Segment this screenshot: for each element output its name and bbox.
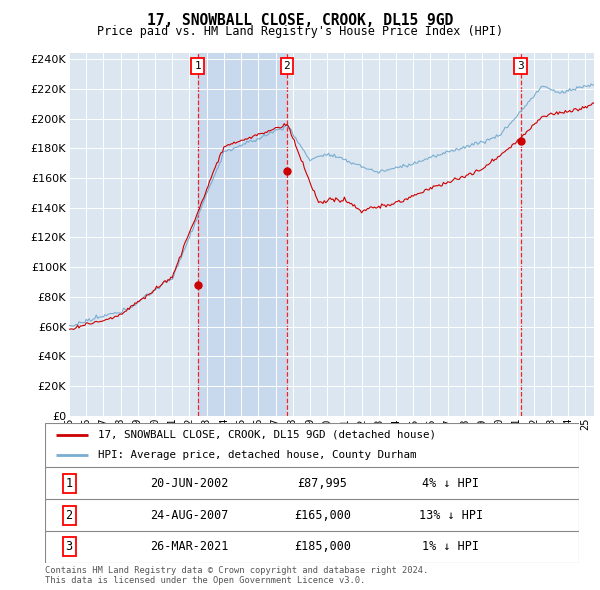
Text: 26-MAR-2021: 26-MAR-2021 (150, 540, 229, 553)
Text: 1: 1 (65, 477, 73, 490)
Text: 13% ↓ HPI: 13% ↓ HPI (419, 509, 483, 522)
Text: 2: 2 (283, 61, 290, 71)
Text: 1: 1 (194, 61, 201, 71)
Text: £185,000: £185,000 (294, 540, 351, 553)
Text: 3: 3 (65, 540, 73, 553)
Text: 4% ↓ HPI: 4% ↓ HPI (422, 477, 479, 490)
Text: Contains HM Land Registry data © Crown copyright and database right 2024.
This d: Contains HM Land Registry data © Crown c… (45, 566, 428, 585)
Bar (197, 53, 287, 416)
Text: 3: 3 (517, 61, 524, 71)
Text: 2: 2 (65, 509, 73, 522)
Text: 17, SNOWBALL CLOSE, CROOK, DL15 9GD (detached house): 17, SNOWBALL CLOSE, CROOK, DL15 9GD (det… (98, 430, 436, 440)
Text: 17, SNOWBALL CLOSE, CROOK, DL15 9GD: 17, SNOWBALL CLOSE, CROOK, DL15 9GD (147, 13, 453, 28)
Text: 24-AUG-2007: 24-AUG-2007 (150, 509, 229, 522)
Text: HPI: Average price, detached house, County Durham: HPI: Average price, detached house, Coun… (98, 450, 417, 460)
Text: 20-JUN-2002: 20-JUN-2002 (150, 477, 229, 490)
Text: Price paid vs. HM Land Registry's House Price Index (HPI): Price paid vs. HM Land Registry's House … (97, 25, 503, 38)
Text: 1% ↓ HPI: 1% ↓ HPI (422, 540, 479, 553)
Text: £87,995: £87,995 (298, 477, 347, 490)
Text: £165,000: £165,000 (294, 509, 351, 522)
Bar (287, 53, 521, 416)
